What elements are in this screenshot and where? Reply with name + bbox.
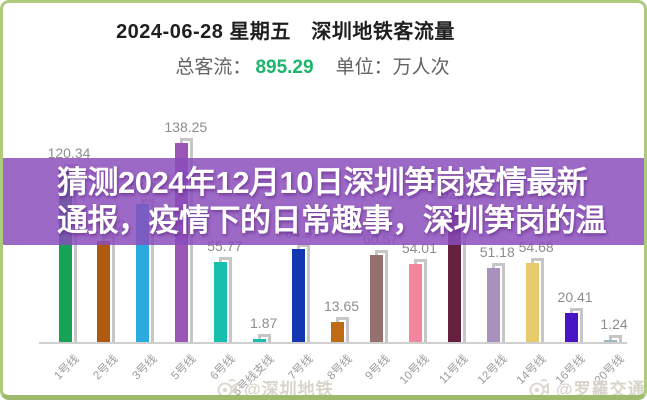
chart-bar (292, 248, 306, 342)
chart-bar (214, 261, 228, 342)
x-axis-line (39, 342, 627, 344)
watermark-luoluo-jiaotong: @罗羅交通 (527, 375, 646, 399)
chart-bar (603, 340, 617, 342)
camera-icon (217, 378, 237, 395)
chart-bar (253, 339, 267, 342)
bar-shadow (258, 334, 272, 342)
overlay-text-line-1: 猜测2024年12月10日深圳笋岗疫情最新 (57, 164, 588, 200)
bar-value-label: 51.18 (479, 244, 515, 261)
chart-bar (564, 312, 578, 342)
chart-bar (525, 263, 539, 342)
bar-value-label: 138.25 (164, 119, 208, 136)
total-flow-value: 895.29 (255, 57, 314, 78)
watermark-shenzhen-metro: @深圳地铁 (215, 375, 334, 399)
total-flow-label: 总客流： (175, 57, 252, 78)
watermark-text: @深圳地铁 (244, 380, 334, 399)
chart-bar (97, 240, 111, 342)
bar-value-label: 120.34 (47, 144, 91, 161)
overlay-banner: 猜测2024年12月10日深圳笋岗疫情最新 通报，疫情下的日常趣事，深圳笋岗的温 (3, 158, 644, 245)
chart-bar (369, 254, 383, 342)
bar-shadow (608, 335, 622, 342)
overlay-text-line-2: 通报，疫情下的日常趣事，深圳笋岗的温 (57, 202, 607, 238)
camera-icon (529, 378, 549, 395)
chart-bar (331, 322, 344, 342)
bar-value-label: 13.65 (323, 298, 360, 315)
bar-value-label: 20.41 (557, 288, 593, 305)
chart-bar (408, 264, 422, 342)
page-title: 2024-06-28 星期五 深圳地铁客流量 (116, 21, 455, 43)
total-flow-row: 总客流： 895.29 单位：万人次 (3, 52, 633, 79)
bar-value-label: 1.87 (250, 315, 278, 332)
bar-value-label: 1.24 (600, 316, 628, 333)
watermark-text: @罗羅交通 (556, 380, 646, 399)
chart-bar (486, 268, 500, 342)
unit-label: 单位：万人次 (335, 57, 450, 78)
